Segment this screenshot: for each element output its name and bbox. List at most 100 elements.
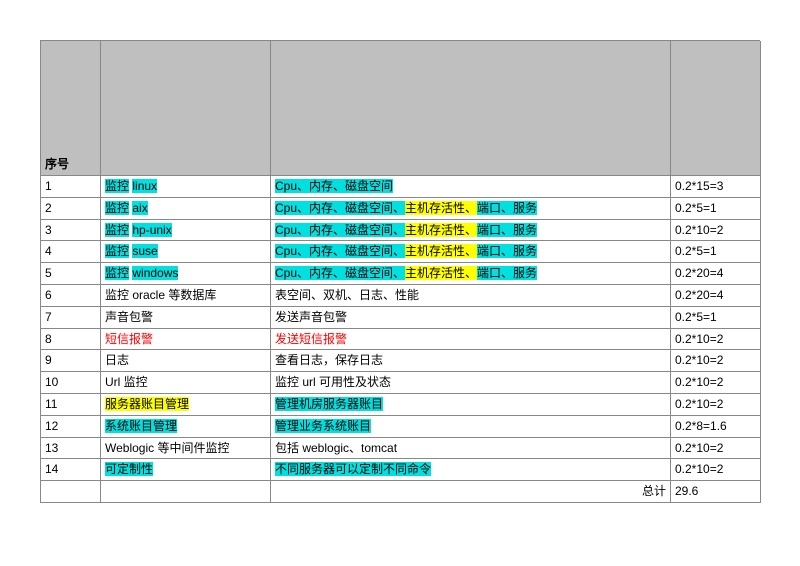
- table-row: 13Weblogic 等中间件监控包括 weblogic、tomcat0.2*1…: [41, 438, 760, 460]
- table-row: 14 可定制性 不同服务器可以定制不同命令 0.2*10=2: [41, 459, 760, 481]
- text-segment: 主机存活性、: [405, 244, 477, 258]
- text-segment: 查看日志，保存日志: [275, 353, 383, 367]
- cell-seq: 1: [41, 176, 101, 198]
- text-segment: 端口、服务: [477, 201, 537, 215]
- footer-label: 总计: [271, 481, 671, 503]
- cell-seq: 11: [41, 394, 101, 416]
- text-segment: Cpu、内存、磁盘空间、: [275, 244, 405, 258]
- footer-empty-1: [101, 481, 271, 503]
- table-footer-row: 总计 29.6: [41, 481, 760, 503]
- text-segment: 短信报警: [105, 332, 153, 346]
- text-segment: 主机存活性、: [405, 201, 477, 215]
- header-label-calc: [675, 43, 756, 173]
- cell-name: 监控 hp-unix: [101, 220, 271, 242]
- cell-seq: 9: [41, 350, 101, 372]
- cell-name: 短信报警: [101, 329, 271, 351]
- table-row: 7声音包警发送声音包警0.2*5=1: [41, 307, 760, 329]
- cell-name: 声音包警: [101, 307, 271, 329]
- cell-seq: 5: [41, 263, 101, 285]
- cell-calc: 0.2*15=3: [671, 176, 761, 198]
- cell-name: 系统账目管理: [101, 416, 271, 438]
- text-segment: 监控: [105, 244, 129, 258]
- cell-calc: 0.2*10=2: [671, 329, 761, 351]
- text-segment: 监控: [105, 179, 129, 193]
- footer-empty-0: [41, 481, 101, 503]
- cell-name: 服务器账目管理: [101, 394, 271, 416]
- header-col-desc: [271, 41, 671, 176]
- cell-desc: 包括 weblogic、tomcat: [271, 438, 671, 460]
- cell-calc: 0.2*10=2: [671, 350, 761, 372]
- text-segment: Cpu、内存、磁盘空间: [275, 179, 393, 193]
- text-segment: 监控: [105, 223, 129, 237]
- text-segment: 端口、服务: [477, 244, 537, 258]
- cell-name: 日志: [101, 350, 271, 372]
- text-segment: 可定制性: [105, 462, 153, 476]
- cell-calc: 0.2*10=2: [671, 372, 761, 394]
- header-label-seq: 序号: [45, 43, 96, 173]
- header-col-seq: 序号: [41, 41, 101, 176]
- cell-desc: Cpu、内存、磁盘空间: [271, 176, 671, 198]
- header-col-calc: [671, 41, 761, 176]
- table-row: 10Url 监控监控 url 可用性及状态0.2*10=2: [41, 372, 760, 394]
- cell-name: 监控 aix: [101, 198, 271, 220]
- text-segment: 端口、服务: [477, 223, 537, 237]
- text-segment: 管理业务系统账目: [275, 419, 371, 433]
- table-row: 4监控 suseCpu、内存、磁盘空间、主机存活性、端口、服务0.2*5=1: [41, 241, 760, 263]
- text-segment: 系统账目管理: [105, 419, 177, 433]
- cell-desc: Cpu、内存、磁盘空间、主机存活性、端口、服务: [271, 241, 671, 263]
- cell-desc: Cpu、内存、磁盘空间、主机存活性、端口、服务: [271, 263, 671, 285]
- text-segment: 管理机房服务器账目: [275, 397, 383, 411]
- text-segment: 端口、服务: [477, 266, 537, 280]
- table-row: 8短信报警发送短信报警0.2*10=2: [41, 329, 760, 351]
- cell-desc: 表空间、双机、日志、性能: [271, 285, 671, 307]
- cell-seq: 12: [41, 416, 101, 438]
- text-segment: suse: [132, 244, 157, 258]
- cell-seq: 10: [41, 372, 101, 394]
- text-segment: Weblogic 等中间件监控: [105, 441, 229, 455]
- header-col-name: [101, 41, 271, 176]
- text-segment: linux: [132, 179, 157, 193]
- cell-desc: Cpu、内存、磁盘空间、主机存活性、端口、服务: [271, 220, 671, 242]
- cell-desc: 不同服务器可以定制不同命令: [271, 459, 671, 481]
- cell-calc: 0.2*5=1: [671, 198, 761, 220]
- table-row: 2监控 aixCpu、内存、磁盘空间、主机存活性、端口、服务0.2*5=1: [41, 198, 760, 220]
- text-segment: Cpu、内存、磁盘空间、: [275, 266, 405, 280]
- cell-seq: 2: [41, 198, 101, 220]
- table-row: 5监控 windowsCpu、内存、磁盘空间、主机存活性、端口、服务0.2*20…: [41, 263, 760, 285]
- cell-desc: 发送声音包警: [271, 307, 671, 329]
- text-segment: windows: [132, 266, 178, 280]
- text-segment: 表空间、双机、日志、性能: [275, 288, 419, 302]
- text-segment: Cpu、内存、磁盘空间、: [275, 223, 405, 237]
- table-row: 11服务器账目管理管理机房服务器账目 0.2*10=2: [41, 394, 760, 416]
- cell-desc: 查看日志，保存日志: [271, 350, 671, 372]
- table-row: 1 监控 linux Cpu、内存、磁盘空间 0.2*15=3: [41, 176, 760, 198]
- footer-value: 29.6: [671, 481, 761, 503]
- text-segment: 包括 weblogic、tomcat: [275, 441, 397, 455]
- table-row: 3监控 hp-unixCpu、内存、磁盘空间、主机存活性、端口、服务0.2*10…: [41, 220, 760, 242]
- cell-seq: 4: [41, 241, 101, 263]
- table-row: 12 系统账目管理 管理业务系统账目 0.2*8=1.6: [41, 416, 760, 438]
- cell-calc: 0.2*10=2: [671, 394, 761, 416]
- cell-seq: 6: [41, 285, 101, 307]
- text-segment: hp-unix: [132, 223, 171, 237]
- cell-calc: 0.2*10=2: [671, 459, 761, 481]
- text-segment: 发送声音包警: [275, 310, 347, 324]
- table: 序号 1监控 linuxCpu、内存、磁盘空间0.2*15=32监控 aixCp…: [40, 40, 760, 503]
- cell-desc: Cpu、内存、磁盘空间、主机存活性、端口、服务: [271, 198, 671, 220]
- cell-seq: 7: [41, 307, 101, 329]
- cell-name: 可定制性: [101, 459, 271, 481]
- text-segment: 主机存活性、: [405, 266, 477, 280]
- text-segment: 监控: [105, 266, 129, 280]
- cell-name: 监控 windows: [101, 263, 271, 285]
- table-row: 9日志查看日志，保存日志 0.2*10=2: [41, 350, 760, 372]
- cell-name: Weblogic 等中间件监控: [101, 438, 271, 460]
- cell-calc: 0.2*8=1.6: [671, 416, 761, 438]
- cell-seq: 14: [41, 459, 101, 481]
- cell-seq: 3: [41, 220, 101, 242]
- cell-seq: 13: [41, 438, 101, 460]
- cell-seq: 8: [41, 329, 101, 351]
- cell-name: Url 监控: [101, 372, 271, 394]
- table-row: 6监控 oracle 等数据库表空间、双机、日志、性能0.2*20=4: [41, 285, 760, 307]
- text-segment: aix: [132, 201, 147, 215]
- text-segment: 不同服务器可以定制不同命令: [275, 462, 431, 476]
